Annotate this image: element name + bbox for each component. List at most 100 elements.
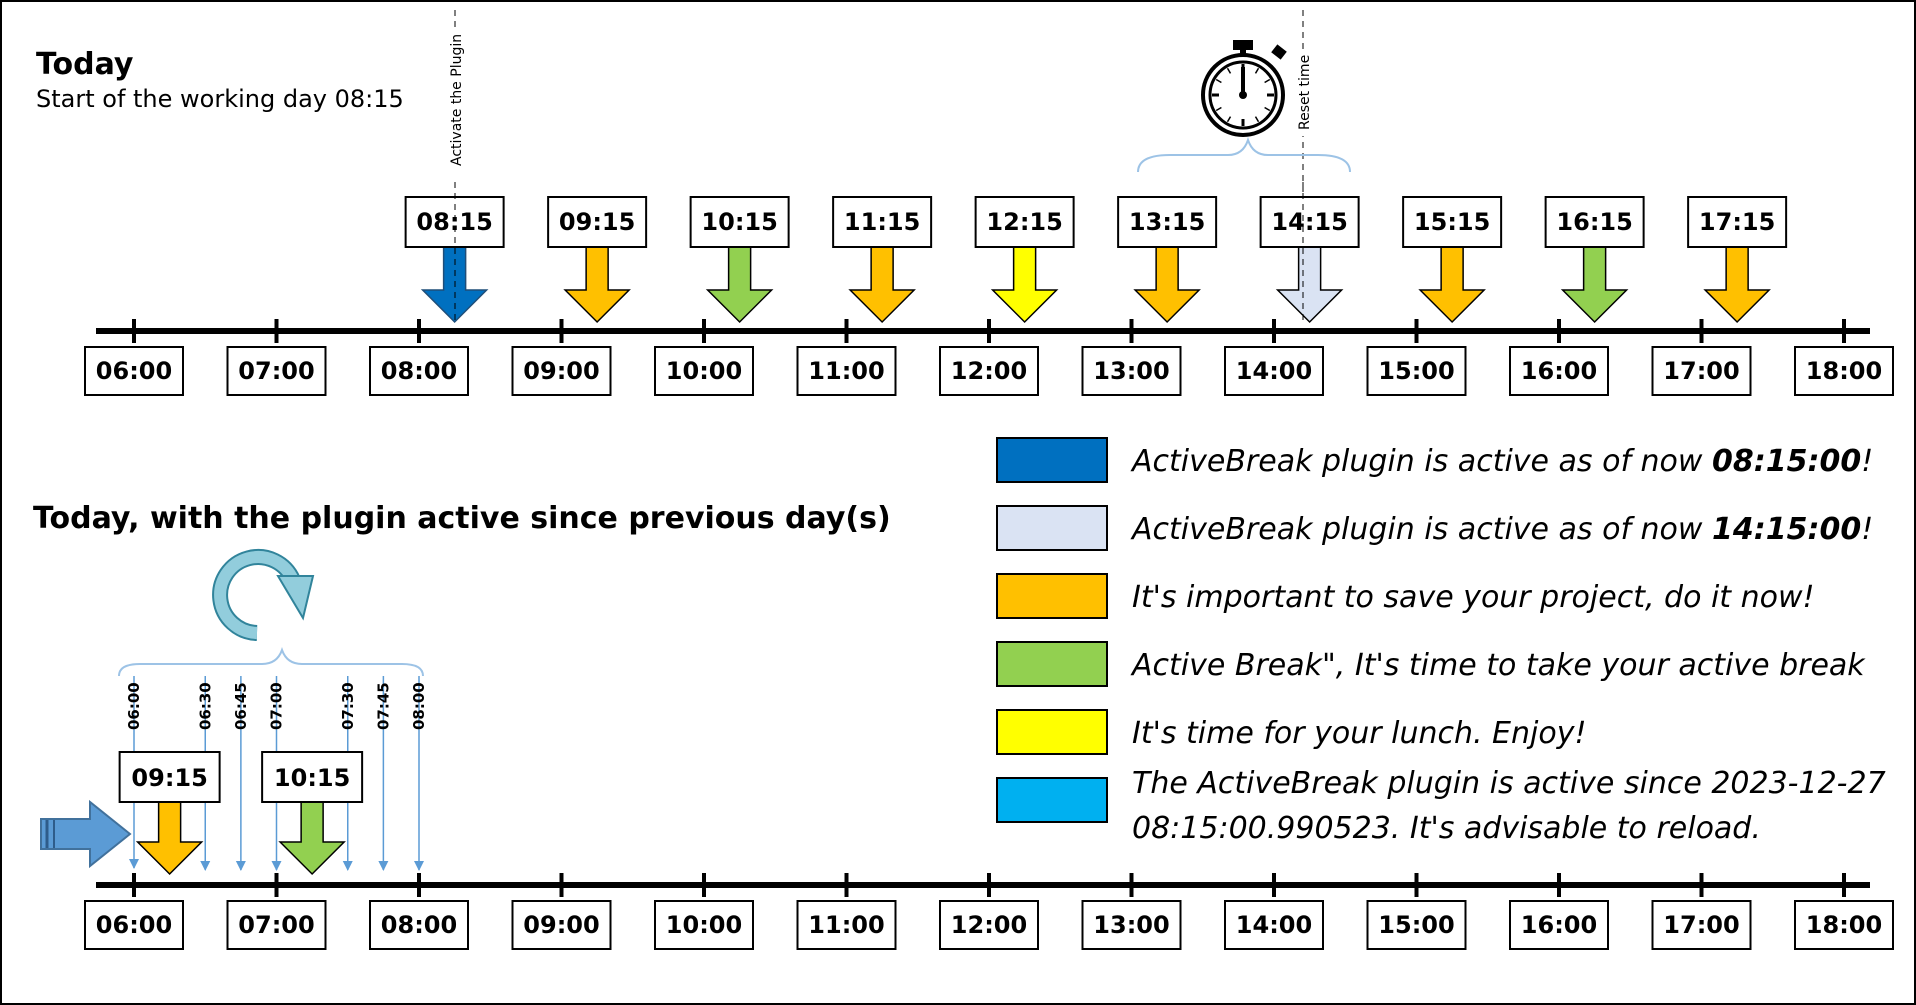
section1-event-box bbox=[1402, 196, 1503, 248]
section1-event-arrow bbox=[705, 246, 774, 324]
section2-hour-box: 09:00 bbox=[511, 900, 612, 950]
section2-hour-label: 13:00 bbox=[1093, 911, 1169, 939]
section2-hour-label: 08:00 bbox=[381, 911, 457, 939]
section1-event-box bbox=[832, 196, 933, 248]
section2-event-box bbox=[261, 751, 364, 803]
section1-event-time: 13:15 bbox=[1129, 208, 1205, 236]
section1-hour-label: 06:00 bbox=[96, 357, 172, 385]
section2-hour-box-frame bbox=[1794, 900, 1894, 950]
section2-hour-label: 06:00 bbox=[96, 911, 172, 939]
legend-label-text: Active Break", It's time to take your ac… bbox=[1130, 648, 1866, 683]
section2-hour-box: 17:00 bbox=[1651, 900, 1752, 950]
section2-tick-arrowhead bbox=[342, 861, 353, 871]
legend-label: ActiveBreak plugin is active as of now 0… bbox=[1130, 444, 1873, 479]
section1-event-box bbox=[1687, 196, 1788, 248]
section1-hour-box: 14:00 bbox=[1224, 346, 1324, 396]
section1-hour-box: 08:00 bbox=[369, 346, 469, 396]
section2-timeline: 06:00 07:00 08:00 09:00 10:00 11:00 12:00 13:00… bbox=[84, 873, 1894, 950]
section2-event-arrow bbox=[135, 801, 204, 876]
section1-event-arrow bbox=[1560, 246, 1629, 324]
section1-hour-box-frame bbox=[1794, 346, 1894, 396]
section1-timeline: 06:00 07:00 08:00 09:00 10:00 11:00 12:00 13:00… bbox=[84, 319, 1894, 396]
section1-event-time: 15:15 bbox=[1414, 208, 1490, 236]
section2-event: 10:15 bbox=[261, 751, 364, 876]
activate-marker: Activate the Plugin bbox=[441, 10, 469, 320]
section1-hour-label: 16:00 bbox=[1521, 357, 1597, 385]
section1-hour-box: 10:00 bbox=[654, 346, 754, 396]
legend-label: ActiveBreak plugin is active as of now 1… bbox=[1130, 512, 1873, 547]
section2-hour-box: 06:00 bbox=[84, 900, 184, 950]
legend-label: It's time for your lunch. Enjoy! bbox=[1132, 716, 1587, 751]
section2-hour-box: 12:00 bbox=[939, 900, 1039, 950]
section2-hour-label: 12:00 bbox=[951, 911, 1027, 939]
section1-event-arrow bbox=[1275, 246, 1344, 324]
section1-hour-label: 09:00 bbox=[523, 357, 599, 385]
section1-event-box bbox=[1117, 196, 1218, 248]
section1-event-time: 11:15 bbox=[844, 208, 920, 236]
section2-event: 09:15 bbox=[118, 751, 221, 876]
section1-event-arrow bbox=[1133, 246, 1201, 324]
legend-item: ActiveBreak plugin is active as of now 1… bbox=[996, 505, 1873, 551]
section1-event: 14:15 bbox=[1259, 196, 1360, 324]
section2-tick-label: 07:45 bbox=[374, 682, 392, 730]
section2-hour-label: 18:00 bbox=[1806, 911, 1882, 939]
section1-hour-box-frame bbox=[1509, 346, 1609, 396]
section2-hour-box-frame bbox=[1366, 900, 1467, 950]
section1-hour-box-frame bbox=[939, 346, 1039, 396]
section2-tick-label: 07:30 bbox=[339, 682, 357, 730]
activate-plugin-label: Activate the Plugin bbox=[449, 34, 465, 166]
section2-hour-label: 07:00 bbox=[238, 911, 314, 939]
reset-time-label: Reset time bbox=[1297, 55, 1313, 130]
circular-arrow-icon bbox=[212, 549, 315, 641]
legend-swatch bbox=[996, 505, 1108, 551]
section2-hour-label: 17:00 bbox=[1663, 911, 1739, 939]
section2-tick-label: 08:00 bbox=[410, 682, 428, 730]
legend: ActiveBreak plugin is active as of now 0… bbox=[996, 437, 1886, 846]
section1-hour-box-frame bbox=[796, 346, 897, 396]
section2-hour-box: 13:00 bbox=[1081, 900, 1182, 950]
legend-label-time: 08:15:00 bbox=[1712, 444, 1861, 479]
section2-title: Today, with the plugin active since prev… bbox=[33, 501, 891, 536]
section2-hour-box-frame bbox=[511, 900, 612, 950]
legend-swatch bbox=[996, 437, 1108, 483]
section1-event-time: 10:15 bbox=[701, 208, 777, 236]
section1-hour-box: 07:00 bbox=[226, 346, 327, 396]
section2-hour-box-frame bbox=[796, 900, 897, 950]
section1-hour-box-frame bbox=[1081, 346, 1182, 396]
legend-label-text: 08:15:00.990523. It's advisable to reloa… bbox=[1132, 811, 1761, 846]
section2-hour-label: 09:00 bbox=[523, 911, 599, 939]
section1-event-arrow bbox=[848, 246, 916, 324]
section2-hour-label: 10:00 bbox=[666, 911, 742, 939]
section1-event: 15:15 bbox=[1402, 196, 1503, 324]
legend-item: It's important to save your project, do … bbox=[996, 573, 1815, 619]
section1-hour-label: 08:00 bbox=[381, 357, 457, 385]
section2-hour-box-frame bbox=[1509, 900, 1609, 950]
section2-event-box bbox=[118, 751, 221, 803]
legend-label-time: 14:15:00 bbox=[1712, 512, 1861, 547]
legend-label-suffix: ! bbox=[1861, 512, 1873, 547]
section2-hour-box-frame bbox=[939, 900, 1039, 950]
section1-event-arrow bbox=[563, 246, 631, 324]
section1-subtitle: Start of the working day 08:15 bbox=[36, 85, 404, 113]
section2-hour-label: 16:00 bbox=[1521, 911, 1597, 939]
section2-events: 09:15 10:15 bbox=[118, 751, 364, 876]
section2-hour-box-frame bbox=[654, 900, 754, 950]
section1-hour-box-frame bbox=[84, 346, 184, 396]
section1-hour-label: 07:00 bbox=[238, 357, 314, 385]
section2-hour-box: 08:00 bbox=[369, 900, 469, 950]
legend-label-suffix: ! bbox=[1861, 444, 1873, 479]
incoming-arrow-icon bbox=[40, 799, 132, 869]
section1-event-time: 16:15 bbox=[1556, 208, 1632, 236]
section2-hour-box-frame bbox=[226, 900, 327, 950]
section1-event-time: 12:15 bbox=[986, 208, 1062, 236]
section2-tick-arrowhead bbox=[414, 861, 424, 871]
section2-tick-arrowhead bbox=[235, 861, 246, 871]
legend-label: 08:15:00.990523. It's advisable to reloa… bbox=[1132, 811, 1761, 846]
section1-hour-label: 11:00 bbox=[808, 357, 884, 385]
section2-hour-box-frame bbox=[84, 900, 184, 950]
section1-hour-box-frame bbox=[1224, 346, 1324, 396]
section1-hour-box: 17:00 bbox=[1651, 346, 1752, 396]
legend-swatch bbox=[996, 709, 1108, 755]
section1-hour-box-frame bbox=[1651, 346, 1752, 396]
section1-event-arrow bbox=[1703, 246, 1771, 324]
